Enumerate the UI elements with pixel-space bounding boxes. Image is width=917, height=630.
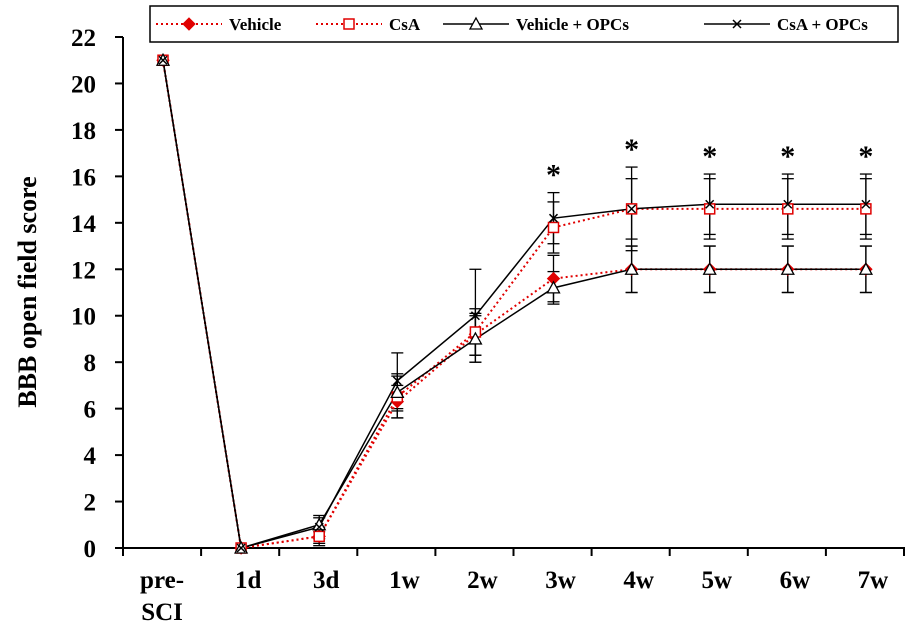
y-tick-label: 10	[71, 304, 96, 331]
y-axis-title: BBB open field score	[13, 176, 42, 407]
data-point	[780, 261, 795, 275]
data-point	[732, 19, 742, 29]
series-lines	[162, 60, 866, 550]
y-tick-label: 4	[84, 443, 97, 470]
data-point	[236, 543, 246, 553]
significance-star: *	[780, 140, 795, 173]
legend: Vehicle CsA Vehicle + OPCs CsA + OPCs	[149, 5, 899, 43]
y-tick-label: 8	[84, 350, 97, 377]
significance-star: *	[702, 140, 717, 173]
data-point	[547, 221, 560, 234]
x-tick-label: 1w	[389, 567, 420, 594]
series-line	[162, 60, 866, 549]
y-tick-label: 6	[84, 397, 97, 424]
data-point	[182, 17, 196, 31]
x-tick-label: 5w	[701, 567, 732, 594]
data-point	[343, 18, 355, 30]
significance-star: *	[858, 140, 873, 173]
y-tick-label: 0	[84, 536, 97, 563]
series-markers	[155, 52, 873, 555]
x-tick-label: 1d	[235, 567, 262, 594]
data-point	[783, 199, 793, 209]
data-point	[703, 203, 716, 215]
x-ticks: pre- SCI 1d 3d 1w 2w 3w 4w 5w 6w 7w	[122, 548, 905, 626]
data-point	[390, 385, 405, 399]
significance-star: *	[624, 133, 639, 166]
error-bars	[313, 166, 872, 547]
y-tick-label: 16	[71, 164, 96, 191]
data-point	[158, 55, 168, 65]
data-point	[627, 204, 637, 214]
data-point	[860, 203, 872, 215]
legend-label: Vehicle + OPCs	[516, 15, 629, 34]
x-tick-label: 3w	[545, 567, 576, 594]
legend-box	[149, 5, 899, 43]
y-tick-label: 12	[71, 257, 96, 284]
significance-star: *	[546, 159, 561, 192]
data-point	[470, 311, 480, 321]
data-point	[705, 199, 715, 209]
x-tick-label: 3d	[313, 567, 340, 594]
data-point	[313, 530, 325, 543]
x-tick-label: 2w	[467, 567, 498, 594]
legend-label: CsA + OPCs	[777, 15, 868, 34]
data-point	[624, 261, 639, 275]
data-point	[548, 213, 559, 223]
y-tick-label: 18	[71, 118, 96, 145]
y-tick-label: 22	[71, 25, 96, 52]
y-ticks: 0 2 4 6 8 10 12 14 16 18 20 22	[71, 25, 123, 563]
x-tick-label: SCI	[141, 599, 183, 626]
data-point	[468, 331, 483, 345]
data-point	[468, 16, 484, 30]
data-point	[702, 261, 717, 275]
x-tick-label: 7w	[858, 567, 889, 594]
data-point	[314, 522, 324, 532]
y-tick-label: 20	[71, 71, 96, 98]
y-tick-label: 14	[71, 211, 97, 238]
legend-label: CsA	[389, 15, 421, 34]
data-point	[782, 203, 794, 215]
data-point	[392, 376, 402, 386]
x-tick-label: 6w	[780, 567, 811, 594]
significance-marks: * * * * *	[546, 133, 873, 192]
data-point	[858, 261, 873, 275]
data-point	[861, 199, 871, 209]
series-line	[162, 60, 866, 550]
x-tick-label: pre-	[140, 567, 184, 594]
y-tick-label: 2	[84, 490, 97, 517]
series-line	[162, 60, 866, 549]
x-tick-label: 4w	[623, 567, 654, 594]
data-point	[546, 280, 561, 294]
legend-label: Vehicle	[229, 15, 282, 34]
series-line	[162, 60, 866, 550]
